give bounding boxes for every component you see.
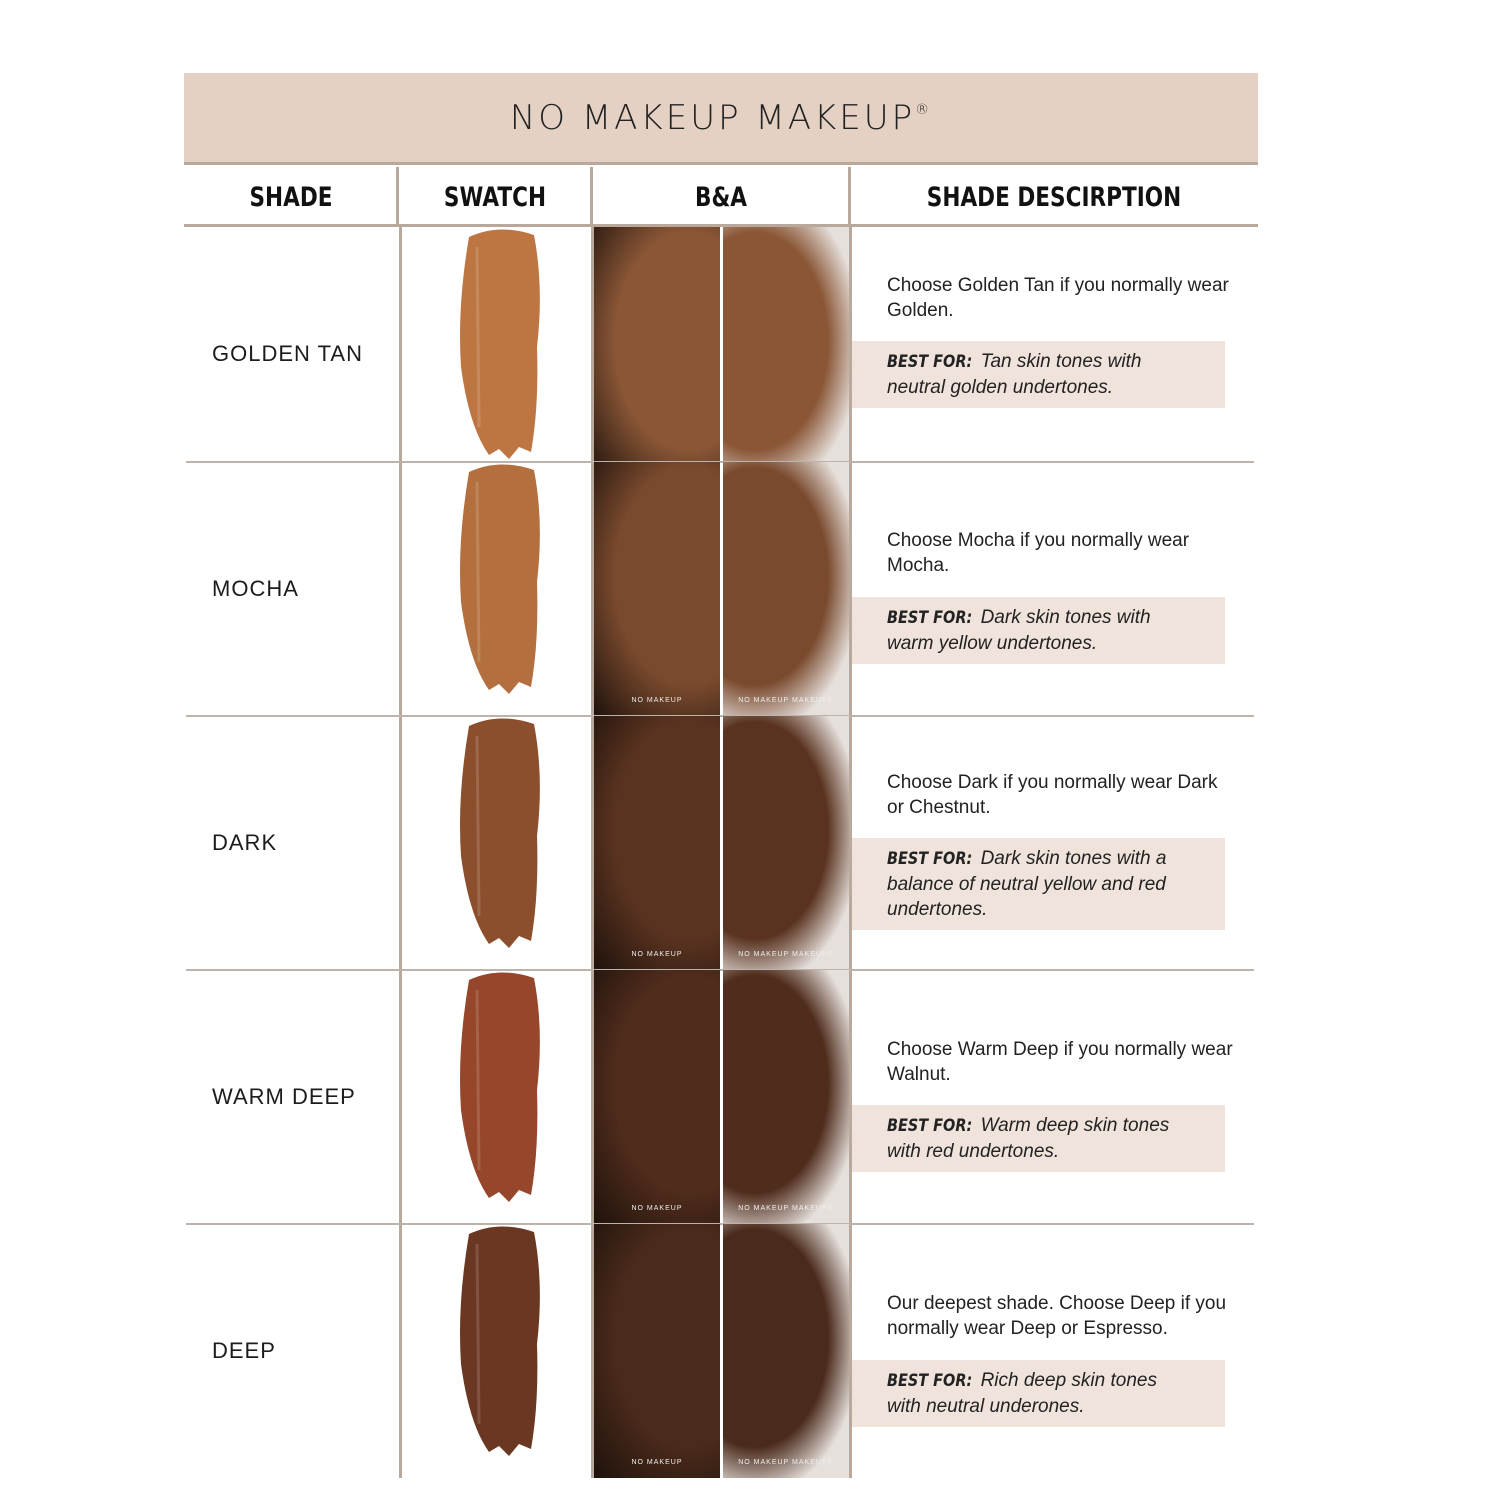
row-divider bbox=[186, 1223, 1254, 1225]
shade-name: MOCHA bbox=[212, 576, 299, 601]
best-for-box: BEST FOR: Tan skin tones with neutral go… bbox=[852, 341, 1225, 408]
title-text: NO MAKEUP MAKEUP bbox=[509, 97, 916, 138]
divider bbox=[396, 167, 399, 227]
row-divider bbox=[186, 461, 1254, 463]
page-title: NO MAKEUP MAKEUP® bbox=[510, 98, 932, 138]
swatch-highlight bbox=[475, 989, 481, 1171]
row-divider bbox=[186, 969, 1254, 971]
swatch-image bbox=[460, 972, 540, 1202]
after-photo: NO MAKEUP MAKEUP® bbox=[723, 227, 849, 481]
before-label: NO MAKEUP bbox=[631, 697, 683, 704]
table-header: SHADE SWATCH B&A SHADE DESCIRPTION bbox=[184, 167, 1258, 227]
header-swatch: SWATCH bbox=[443, 181, 547, 213]
best-for-box: BEST FOR: Warm deep skin tones with red … bbox=[852, 1105, 1225, 1172]
shade-name: GOLDEN TAN bbox=[212, 341, 363, 366]
shade-name: WARM DEEP bbox=[212, 1084, 356, 1109]
divider bbox=[848, 167, 851, 227]
before-label: NO MAKEUP bbox=[631, 1205, 683, 1212]
best-for-text: Dark skin tones with a balance of neutra… bbox=[887, 848, 1167, 920]
swatch-highlight bbox=[475, 481, 481, 663]
shade-row: DARK NO MAKEUP NO MAKEUP MAKEUP® Choose … bbox=[184, 716, 1258, 970]
swatch-smear bbox=[460, 718, 540, 948]
after-photo: NO MAKEUP MAKEUP® bbox=[723, 462, 849, 716]
header-description: SHADE DESCIRPTION bbox=[926, 181, 1182, 213]
swatch-smear bbox=[460, 464, 540, 694]
divider bbox=[591, 227, 594, 1478]
shade-row: DEEP NO MAKEUP NO MAKEUP MAKEUP® Our dee… bbox=[184, 1224, 1258, 1478]
title-band: NO MAKEUP MAKEUP® bbox=[184, 73, 1258, 165]
divider bbox=[590, 167, 593, 227]
shade-description: Choose Dark if you normally wear Dark or… bbox=[887, 772, 1218, 818]
after-photo: NO MAKEUP MAKEUP® bbox=[723, 1224, 849, 1478]
row-divider bbox=[186, 715, 1254, 717]
best-for-label: BEST FOR: bbox=[887, 1116, 973, 1136]
after-label: NO MAKEUP MAKEUP® bbox=[738, 697, 834, 704]
shade-description: Our deepest shade. Choose Deep if you no… bbox=[887, 1293, 1227, 1339]
shade-name: DEEP bbox=[212, 1338, 276, 1363]
header-ba: B&A bbox=[694, 181, 748, 213]
swatch-image bbox=[460, 718, 540, 948]
before-photo: NO MAKEUP bbox=[594, 227, 720, 481]
before-photo: NO MAKEUP bbox=[594, 1224, 720, 1478]
swatch-highlight bbox=[475, 735, 481, 917]
swatch-image bbox=[460, 1226, 540, 1456]
registered-mark: ® bbox=[915, 101, 933, 118]
best-for-text: Tan skin tones with neutral golden under… bbox=[887, 351, 1142, 398]
best-for-box: BEST FOR: Rich deep skin tones with neut… bbox=[852, 1360, 1225, 1427]
divider bbox=[849, 227, 852, 1478]
shade-description: Choose Warm Deep if you normally wear Wa… bbox=[887, 1039, 1233, 1085]
swatch-image bbox=[460, 229, 540, 459]
divider bbox=[399, 227, 402, 1478]
after-label: NO MAKEUP MAKEUP® bbox=[738, 1205, 834, 1212]
shade-description: Choose Golden Tan if you normally wear G… bbox=[887, 275, 1229, 321]
swatch-image bbox=[460, 464, 540, 694]
best-for-text: Warm deep skin tones with red undertones… bbox=[887, 1115, 1170, 1162]
best-for-label: BEST FOR: bbox=[887, 352, 973, 372]
after-label: NO MAKEUP MAKEUP® bbox=[738, 951, 834, 958]
shade-name: DARK bbox=[212, 830, 278, 855]
before-label: NO MAKEUP bbox=[631, 951, 683, 958]
before-label: NO MAKEUP bbox=[631, 1459, 683, 1466]
best-for-text: Rich deep skin tones with neutral undero… bbox=[887, 1370, 1157, 1417]
swatch-smear bbox=[460, 1226, 540, 1456]
before-photo: NO MAKEUP bbox=[594, 716, 720, 970]
shade-row: GOLDEN TAN NO MAKEUP NO MAKEUP MAKEUP® C… bbox=[184, 227, 1258, 481]
after-photo: NO MAKEUP MAKEUP® bbox=[723, 970, 849, 1224]
shade-description: Choose Mocha if you normally wear Mocha. bbox=[887, 530, 1190, 576]
best-for-box: BEST FOR: Dark skin tones with a balance… bbox=[852, 838, 1225, 930]
after-label: NO MAKEUP MAKEUP® bbox=[738, 1459, 834, 1466]
swatch-smear bbox=[460, 972, 540, 1202]
before-photo: NO MAKEUP bbox=[594, 462, 720, 716]
swatch-highlight bbox=[475, 246, 481, 428]
swatch-smear bbox=[460, 229, 540, 459]
swatch-highlight bbox=[475, 1243, 481, 1425]
best-for-label: BEST FOR: bbox=[887, 849, 973, 869]
best-for-text: Dark skin tones with warm yellow underto… bbox=[887, 607, 1151, 654]
header-shade: SHADE bbox=[249, 181, 333, 213]
shade-row: WARM DEEP NO MAKEUP NO MAKEUP MAKEUP® Ch… bbox=[184, 970, 1258, 1224]
before-photo: NO MAKEUP bbox=[594, 970, 720, 1224]
after-photo: NO MAKEUP MAKEUP® bbox=[723, 716, 849, 970]
shade-row: MOCHA NO MAKEUP NO MAKEUP MAKEUP® Choose… bbox=[184, 462, 1258, 716]
best-for-box: BEST FOR: Dark skin tones with warm yell… bbox=[852, 597, 1225, 664]
best-for-label: BEST FOR: bbox=[887, 608, 973, 628]
best-for-label: BEST FOR: bbox=[887, 1371, 973, 1391]
